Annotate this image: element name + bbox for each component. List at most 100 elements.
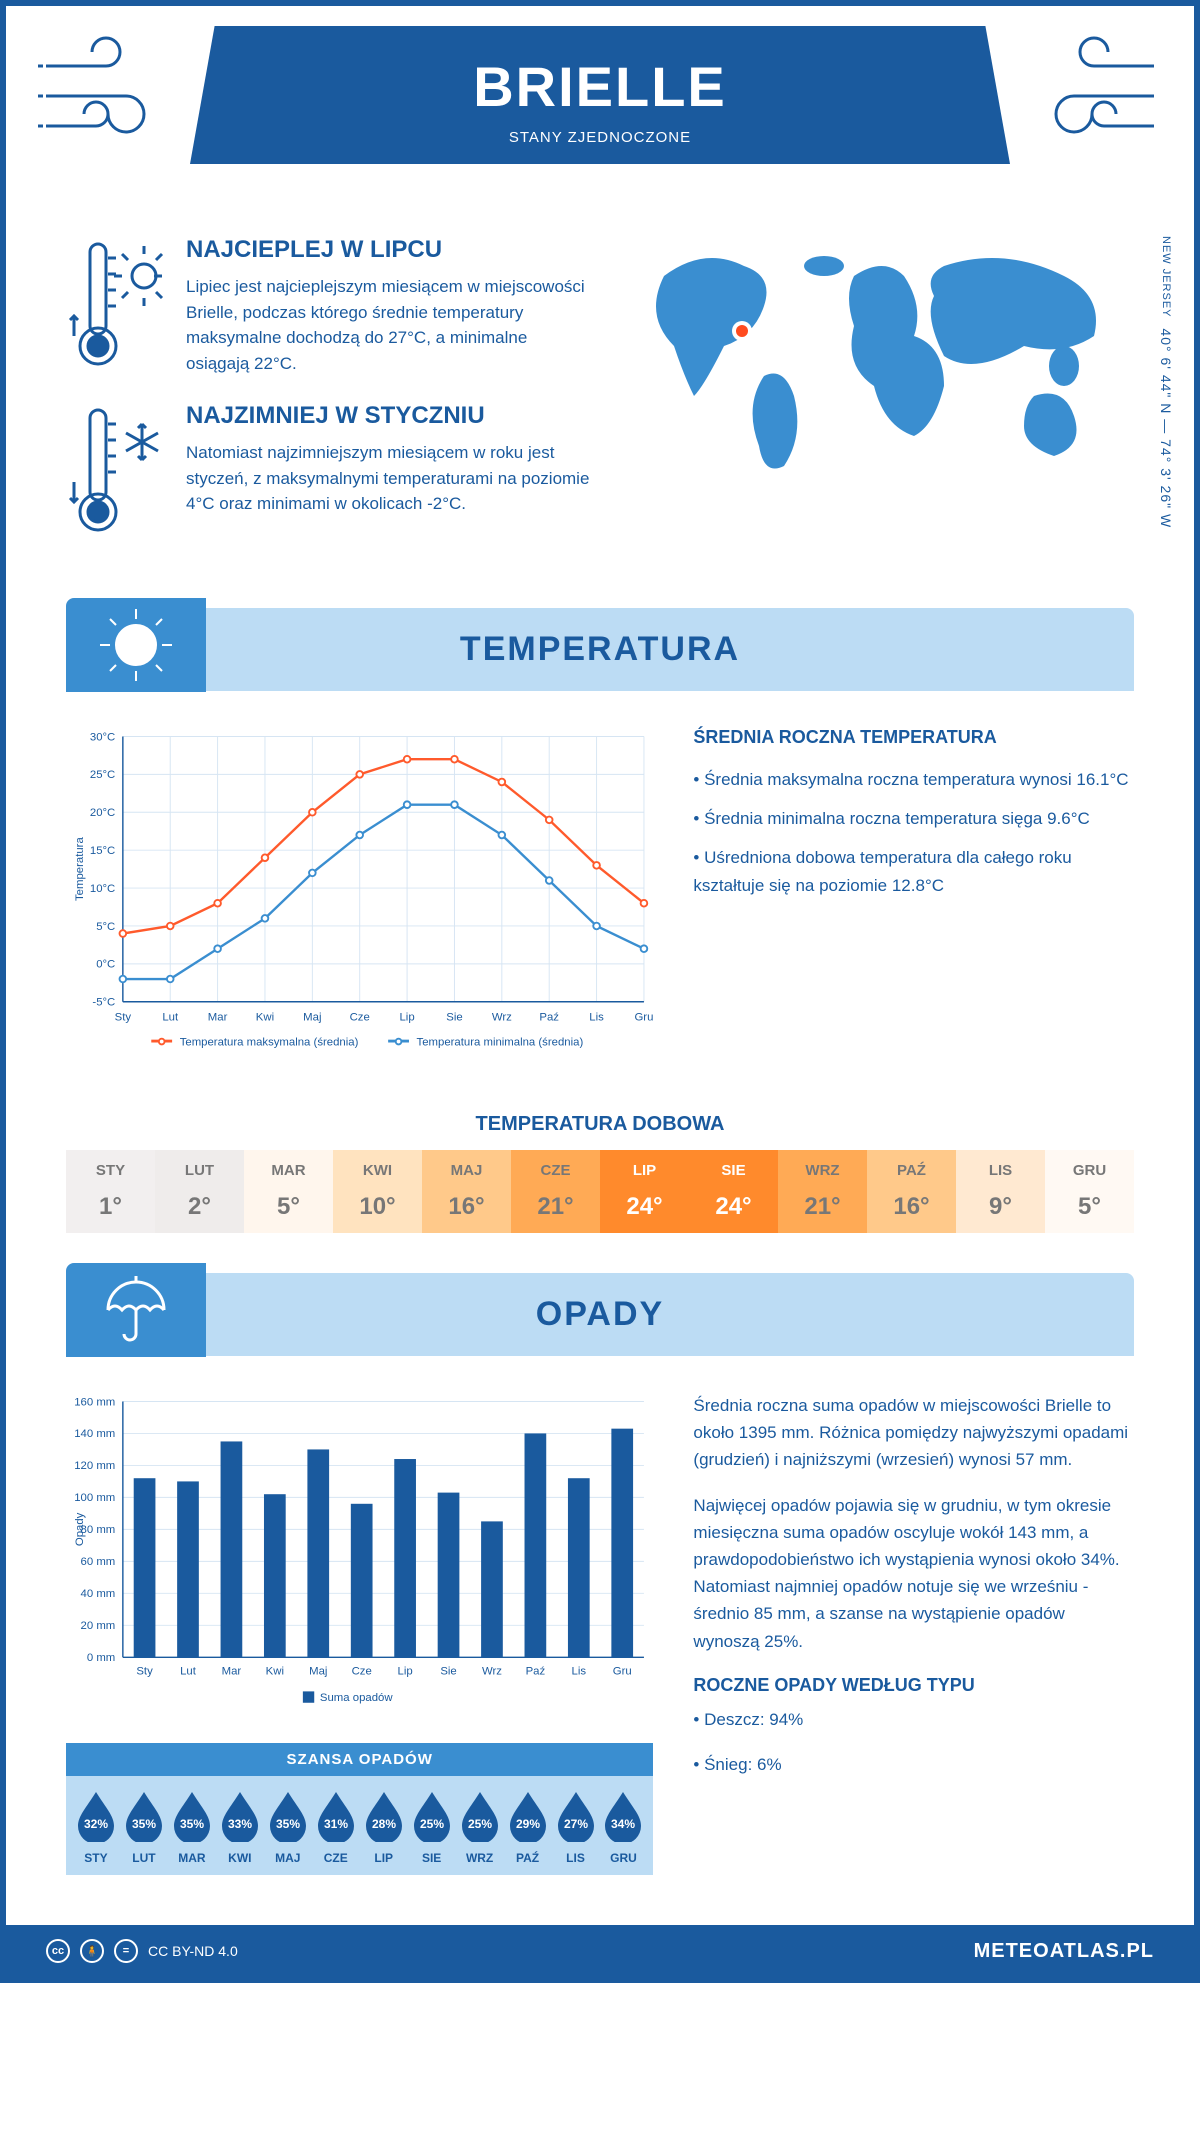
- rain-chance-heading: SZANSA OPADÓW: [66, 1743, 653, 1776]
- warmest-text: Lipiec jest najcieplejszym miesiącem w m…: [186, 274, 594, 376]
- svg-text:Sie: Sie: [440, 1665, 456, 1677]
- svg-text:33%: 33%: [228, 1817, 252, 1831]
- svg-text:32%: 32%: [84, 1817, 108, 1831]
- rain-chance-drop: 34% GRU: [599, 1790, 647, 1865]
- svg-text:Wrz: Wrz: [492, 1012, 512, 1024]
- nd-icon: =: [114, 1939, 138, 1963]
- title-banner: BRIELLE STANY ZJEDNOCZONE: [190, 26, 1010, 164]
- world-map: NEW JERSEY 40° 6' 44" N — 74° 3' 26" W: [634, 236, 1134, 568]
- svg-text:Kwi: Kwi: [266, 1665, 284, 1677]
- intro-row: NAJCIEPLEJ W LIPCU Lipiec jest najcieple…: [66, 216, 1134, 598]
- daily-cell: LIP 24°: [600, 1150, 689, 1233]
- license-block: cc 🧍 = CC BY-ND 4.0: [46, 1939, 238, 1963]
- annual-temp-heading: ŚREDNIA ROCZNA TEMPERATURA: [693, 727, 1134, 748]
- svg-text:Lis: Lis: [589, 1012, 604, 1024]
- rain-chance-drop: 25% SIE: [408, 1790, 456, 1865]
- precip-bytype-1: • Deszcz: 94%: [693, 1706, 1134, 1733]
- rain-chance-drop: 32% STY: [72, 1790, 120, 1865]
- svg-text:25°C: 25°C: [90, 769, 115, 781]
- svg-text:40 mm: 40 mm: [81, 1588, 116, 1600]
- svg-text:Lis: Lis: [572, 1665, 587, 1677]
- precipitation-bar-chart: 0 mm20 mm40 mm60 mm80 mm100 mm120 mm140 …: [66, 1392, 653, 1714]
- svg-text:Temperatura minimalna (średnia: Temperatura minimalna (średnia): [417, 1036, 584, 1048]
- svg-text:Lut: Lut: [180, 1665, 197, 1677]
- svg-text:20°C: 20°C: [90, 807, 115, 819]
- svg-text:30°C: 30°C: [90, 731, 115, 743]
- location-marker: [736, 325, 748, 337]
- precip-bytype-2: • Śnieg: 6%: [693, 1751, 1134, 1778]
- svg-text:10°C: 10°C: [90, 883, 115, 895]
- world-map-svg: [634, 236, 1134, 496]
- svg-text:Lip: Lip: [399, 1012, 414, 1024]
- svg-text:Sty: Sty: [115, 1012, 132, 1024]
- daily-temperature-table: STY 1° LUT 2° MAR 5° KWI 10° MAJ 16° CZE…: [66, 1150, 1134, 1233]
- svg-text:29%: 29%: [516, 1817, 540, 1831]
- rain-chance-drop: 25% WRZ: [456, 1790, 504, 1865]
- svg-text:140 mm: 140 mm: [74, 1428, 115, 1440]
- license-text: CC BY-ND 4.0: [148, 1943, 238, 1959]
- daily-cell: PAŹ 16°: [867, 1150, 956, 1233]
- warmest-block: NAJCIEPLEJ W LIPCU Lipiec jest najcieple…: [66, 236, 594, 376]
- daily-cell: MAJ 16°: [422, 1150, 511, 1233]
- state-label: NEW JERSEY: [1160, 236, 1172, 318]
- precip-para-2: Najwięcej opadów pojawia się w grudniu, …: [693, 1492, 1134, 1655]
- thermometer-hot-icon: [66, 236, 166, 376]
- rain-chance-drop: 31% CZE: [312, 1790, 360, 1865]
- svg-text:25%: 25%: [420, 1817, 444, 1831]
- svg-text:34%: 34%: [611, 1817, 635, 1831]
- wind-icon-left: [36, 36, 176, 156]
- svg-text:Opady: Opady: [74, 1512, 86, 1546]
- svg-text:35%: 35%: [180, 1817, 204, 1831]
- site-name: METEOATLAS.PL: [974, 1940, 1154, 1963]
- svg-text:0 mm: 0 mm: [87, 1652, 115, 1664]
- daily-cell: GRU 5°: [1045, 1150, 1134, 1233]
- svg-text:Sie: Sie: [446, 1012, 462, 1024]
- svg-text:Lut: Lut: [162, 1012, 179, 1024]
- svg-text:35%: 35%: [276, 1817, 300, 1831]
- rain-chance-drop: 35% MAR: [168, 1790, 216, 1865]
- svg-text:28%: 28%: [372, 1817, 396, 1831]
- svg-text:Cze: Cze: [352, 1665, 372, 1677]
- svg-text:31%: 31%: [324, 1817, 348, 1831]
- svg-text:Wrz: Wrz: [482, 1665, 502, 1677]
- annual-bullet-2: • Średnia minimalna roczna temperatura s…: [693, 805, 1134, 832]
- page-footer: cc 🧍 = CC BY-ND 4.0 METEOATLAS.PL: [6, 1925, 1194, 1977]
- temperature-line-chart: -5°C0°C5°C10°C15°C20°C25°C30°CStyLutMarK…: [66, 727, 653, 1068]
- daily-cell: SIE 24°: [689, 1150, 778, 1233]
- svg-text:Sty: Sty: [136, 1665, 153, 1677]
- svg-text:Maj: Maj: [309, 1665, 327, 1677]
- svg-text:Gru: Gru: [613, 1665, 632, 1677]
- svg-text:Temperatura: Temperatura: [74, 837, 86, 901]
- svg-text:Maj: Maj: [303, 1012, 321, 1024]
- precipitation-body: 0 mm20 mm40 mm60 mm80 mm100 mm120 mm140 …: [66, 1356, 1134, 1905]
- svg-text:-5°C: -5°C: [92, 997, 115, 1009]
- svg-text:35%: 35%: [132, 1817, 156, 1831]
- coordinates: NEW JERSEY 40° 6' 44" N — 74° 3' 26" W: [1158, 236, 1174, 528]
- svg-text:100 mm: 100 mm: [74, 1492, 115, 1504]
- svg-text:25%: 25%: [468, 1817, 492, 1831]
- daily-cell: MAR 5°: [244, 1150, 333, 1233]
- temperature-chart: -5°C0°C5°C10°C15°C20°C25°C30°CStyLutMarK…: [66, 727, 653, 1073]
- coldest-heading: NAJZIMNIEJ W STYCZNIU: [186, 402, 594, 430]
- svg-text:Lip: Lip: [398, 1665, 413, 1677]
- rain-chance-drop: 35% LUT: [120, 1790, 168, 1865]
- warmest-heading: NAJCIEPLEJ W LIPCU: [186, 236, 594, 264]
- city-title: BRIELLE: [230, 54, 970, 119]
- umbrella-icon: [66, 1263, 206, 1357]
- temperature-heading: TEMPERATURA: [66, 630, 1134, 669]
- page-header: BRIELLE STANY ZJEDNOCZONE: [6, 6, 1194, 216]
- daily-cell: KWI 10°: [333, 1150, 422, 1233]
- rain-chance-drop: 35% MAJ: [264, 1790, 312, 1865]
- svg-text:60 mm: 60 mm: [81, 1556, 116, 1568]
- daily-cell: LIS 9°: [956, 1150, 1045, 1233]
- coldest-text: Natomiast najzimniejszym miesiącem w rok…: [186, 440, 594, 517]
- annual-bullet-1: • Średnia maksymalna roczna temperatura …: [693, 766, 1134, 793]
- svg-text:Kwi: Kwi: [256, 1012, 274, 1024]
- precipitation-section-header: OPADY: [66, 1273, 1134, 1356]
- svg-text:Paź: Paź: [526, 1665, 546, 1677]
- temperature-annual: ŚREDNIA ROCZNA TEMPERATURA • Średnia mak…: [693, 727, 1134, 1073]
- svg-text:Temperatura maksymalna (średni: Temperatura maksymalna (średnia): [180, 1036, 359, 1048]
- svg-text:Paź: Paź: [539, 1012, 559, 1024]
- precipitation-heading: OPADY: [66, 1295, 1134, 1334]
- svg-text:Cze: Cze: [350, 1012, 370, 1024]
